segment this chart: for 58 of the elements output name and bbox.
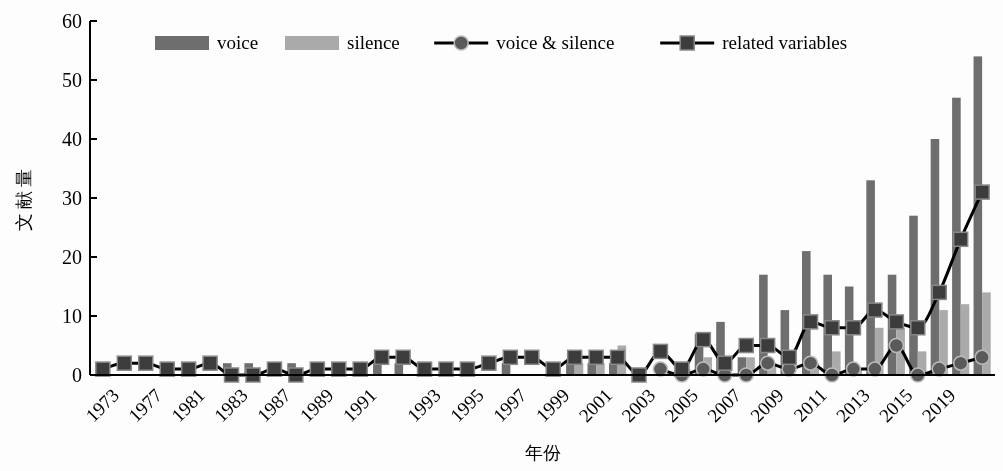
point	[974, 184, 990, 200]
legend-label: voice & silence	[496, 32, 615, 53]
point	[159, 361, 175, 377]
point	[116, 355, 133, 371]
point	[888, 314, 905, 330]
point	[952, 231, 969, 248]
x-tick-label: 1981	[167, 384, 209, 427]
point	[867, 302, 883, 318]
point	[502, 349, 519, 366]
point	[288, 367, 304, 383]
point	[352, 361, 368, 377]
x-tick-label: 1999	[531, 384, 574, 427]
point	[931, 284, 947, 301]
point	[545, 361, 561, 377]
y-tick-label: 60	[62, 10, 82, 32]
point	[138, 355, 154, 371]
y-tick-label: 0	[72, 364, 82, 386]
point	[631, 367, 647, 383]
point	[952, 355, 969, 371]
point	[609, 349, 626, 366]
point	[845, 320, 862, 336]
point	[588, 349, 604, 366]
point	[695, 331, 712, 348]
point	[566, 349, 583, 366]
legend-label: silence	[347, 32, 400, 53]
point	[824, 320, 840, 336]
point	[759, 355, 776, 371]
x-axis-title: 年份	[524, 443, 561, 463]
y-axis-title: 文献量	[14, 165, 34, 231]
point	[781, 349, 797, 366]
point	[717, 355, 733, 371]
point	[802, 355, 819, 371]
y-tick-label: 40	[62, 128, 82, 150]
point	[331, 361, 347, 377]
point	[888, 337, 905, 354]
point	[438, 361, 454, 377]
point	[95, 361, 111, 377]
point	[373, 349, 390, 366]
point	[652, 343, 669, 360]
legend-label: related variables	[722, 32, 848, 53]
point	[910, 320, 926, 336]
y-tick-label: 50	[62, 69, 82, 91]
point	[481, 355, 497, 371]
x-tick-label: 1991	[338, 384, 381, 427]
point	[245, 367, 261, 383]
x-tick-label: 1989	[295, 384, 338, 427]
y-tick-label: 30	[62, 187, 82, 209]
point	[802, 314, 819, 330]
y-tick-label: 20	[62, 246, 82, 268]
point	[974, 349, 990, 366]
point	[738, 337, 754, 354]
point	[524, 349, 540, 366]
point	[395, 349, 411, 366]
x-tick-label: 2011	[789, 384, 831, 426]
point	[759, 337, 776, 354]
y-tick-label: 10	[62, 305, 82, 327]
point	[202, 355, 218, 371]
legend-label: voice	[217, 32, 259, 53]
